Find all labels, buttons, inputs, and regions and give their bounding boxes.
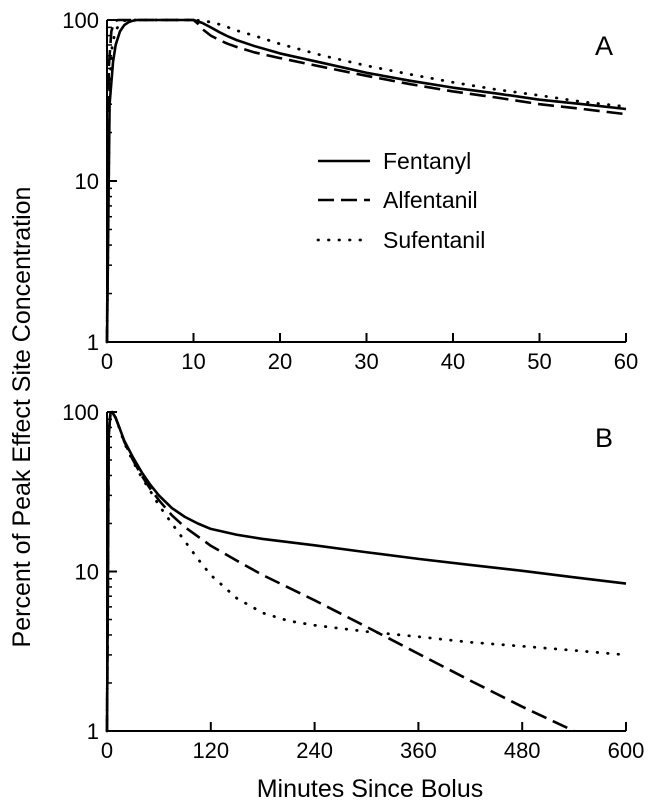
panel-a-y-tick-label: 100 — [62, 8, 99, 33]
panel-a-x-tick-label: 40 — [441, 349, 465, 374]
panel-b-x-tick-label: 480 — [504, 738, 541, 763]
panel-a-y-tick-label: 10 — [75, 169, 99, 194]
legend-item-fentanyl: Fentanyl — [318, 148, 471, 174]
legend: Fentanyl Alfentanil Sufentanil — [316, 148, 485, 253]
legend-label-sufentanil: Sufentanil — [383, 227, 485, 253]
panel-a-x-tick-label: 0 — [101, 349, 113, 374]
panel-a-y-tick-label: 1 — [87, 330, 99, 355]
panel-a-x-tick-label: 30 — [354, 349, 378, 374]
panel-b-x-tick-label: 360 — [400, 738, 437, 763]
panel-b-series-alfentanil — [105, 410, 575, 733]
panel-a-x-tick-label: 60 — [614, 349, 638, 374]
panel-a: 1 10 100 0 10 20 30 40 50 60 A — [62, 8, 638, 374]
panel-b-series-fentanyl — [105, 410, 627, 732]
panel-b-series-sufentanil — [105, 410, 628, 733]
panel-b-x-tick-label: 120 — [192, 738, 229, 763]
panel-a-series-sufentanil — [105, 18, 628, 344]
panel-b-plot: 1 10 100 0 120 240 360 480 600 B — [62, 400, 644, 763]
panel-a-x-tick-label: 10 — [181, 349, 205, 374]
panel-b-x-tick-label: 0 — [101, 738, 113, 763]
panel-b-y-tick-label: 1 — [87, 719, 99, 744]
panel-b-x-tick-label: 600 — [608, 738, 645, 763]
panel-a-plot: 1 10 100 0 10 20 30 40 50 60 A — [62, 8, 638, 374]
legend-label-fentanyl: Fentanyl — [383, 148, 471, 174]
panel-a-series-alfentanil — [105, 18, 627, 343]
panel-b-x-tick-label: 240 — [296, 738, 333, 763]
panel-b-y-tick-label: 10 — [75, 560, 99, 585]
panel-a-series-fentanyl — [105, 18, 627, 343]
legend-item-sufentanil: Sufentanil — [316, 227, 485, 253]
legend-item-alfentanil: Alfentanil — [318, 187, 478, 213]
panel-a-x-tick-label: 20 — [268, 349, 292, 374]
panel-a-x-tick-label: 50 — [527, 349, 551, 374]
panel-b: 1 10 100 0 120 240 360 480 600 B — [62, 400, 644, 763]
y-axis-title: Percent of Peak Effect Site Concentratio… — [8, 187, 36, 648]
panel-b-label: B — [595, 423, 613, 453]
panel-a-label: A — [595, 31, 613, 61]
x-axis-title: Minutes Since Bolus — [257, 775, 484, 803]
legend-label-alfentanil: Alfentanil — [383, 187, 478, 213]
panel-b-y-tick-label: 100 — [62, 400, 99, 425]
